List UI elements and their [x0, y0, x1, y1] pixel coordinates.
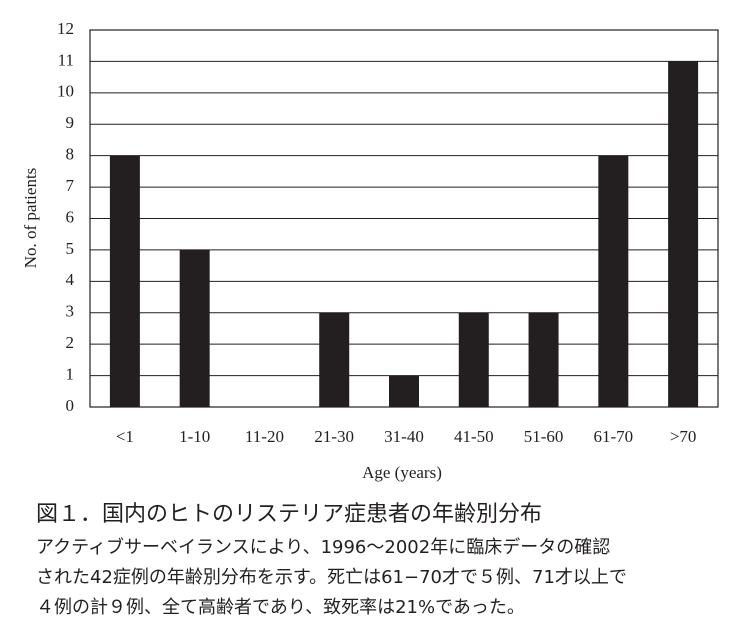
caption-title: 図１．国内のヒトのリステリア症患者の年齢別分布: [36, 502, 542, 527]
x-tick-label: 21-30: [314, 427, 354, 446]
y-tick-label: 3: [66, 302, 75, 321]
bar: [109, 155, 140, 407]
x-tick-label: 11-20: [245, 427, 284, 446]
bar: [668, 61, 699, 408]
y-tick-label: 2: [66, 333, 75, 352]
y-tick-label: 8: [66, 145, 75, 164]
x-tick-label: 1-10: [179, 427, 210, 446]
y-axis-label: No. of patients: [21, 168, 40, 269]
y-tick-label: 4: [66, 270, 75, 289]
y-tick-label: 1: [66, 364, 75, 383]
caption-line: アクティブサーベイランスにより、1996〜2002年に臨床データの確認: [36, 536, 610, 558]
bar: [458, 312, 489, 407]
x-tick-label: 31-40: [384, 427, 424, 446]
y-tick-label: 6: [66, 207, 75, 226]
bar: [179, 249, 210, 407]
x-tick-label: 41-50: [454, 427, 494, 446]
y-tick-label: 7: [66, 176, 75, 195]
y-tick-label: 12: [57, 19, 74, 38]
bar: [389, 375, 419, 407]
x-tick-label: >70: [670, 427, 697, 446]
x-tick-label: 51-60: [524, 427, 564, 446]
y-tick-label: 10: [57, 82, 74, 101]
bar: [598, 155, 629, 407]
y-tick-label: 0: [66, 396, 75, 415]
caption-line: された42症例の年齢別分布を示す。死亡は61−70才で５例、71才以上で: [36, 567, 627, 588]
bar: [319, 312, 350, 407]
y-tick-label: 5: [66, 239, 75, 258]
bar: [528, 312, 559, 407]
y-tick-label: 11: [58, 50, 74, 69]
y-tick-label: 9: [66, 113, 75, 132]
caption-line: ４例の計９例、全て高齢者であり、致死率は21%であった。: [36, 597, 525, 618]
x-axis-label: Age (years): [362, 463, 442, 482]
x-tick-label: 61-70: [593, 427, 633, 446]
x-tick-label: <1: [116, 427, 134, 446]
